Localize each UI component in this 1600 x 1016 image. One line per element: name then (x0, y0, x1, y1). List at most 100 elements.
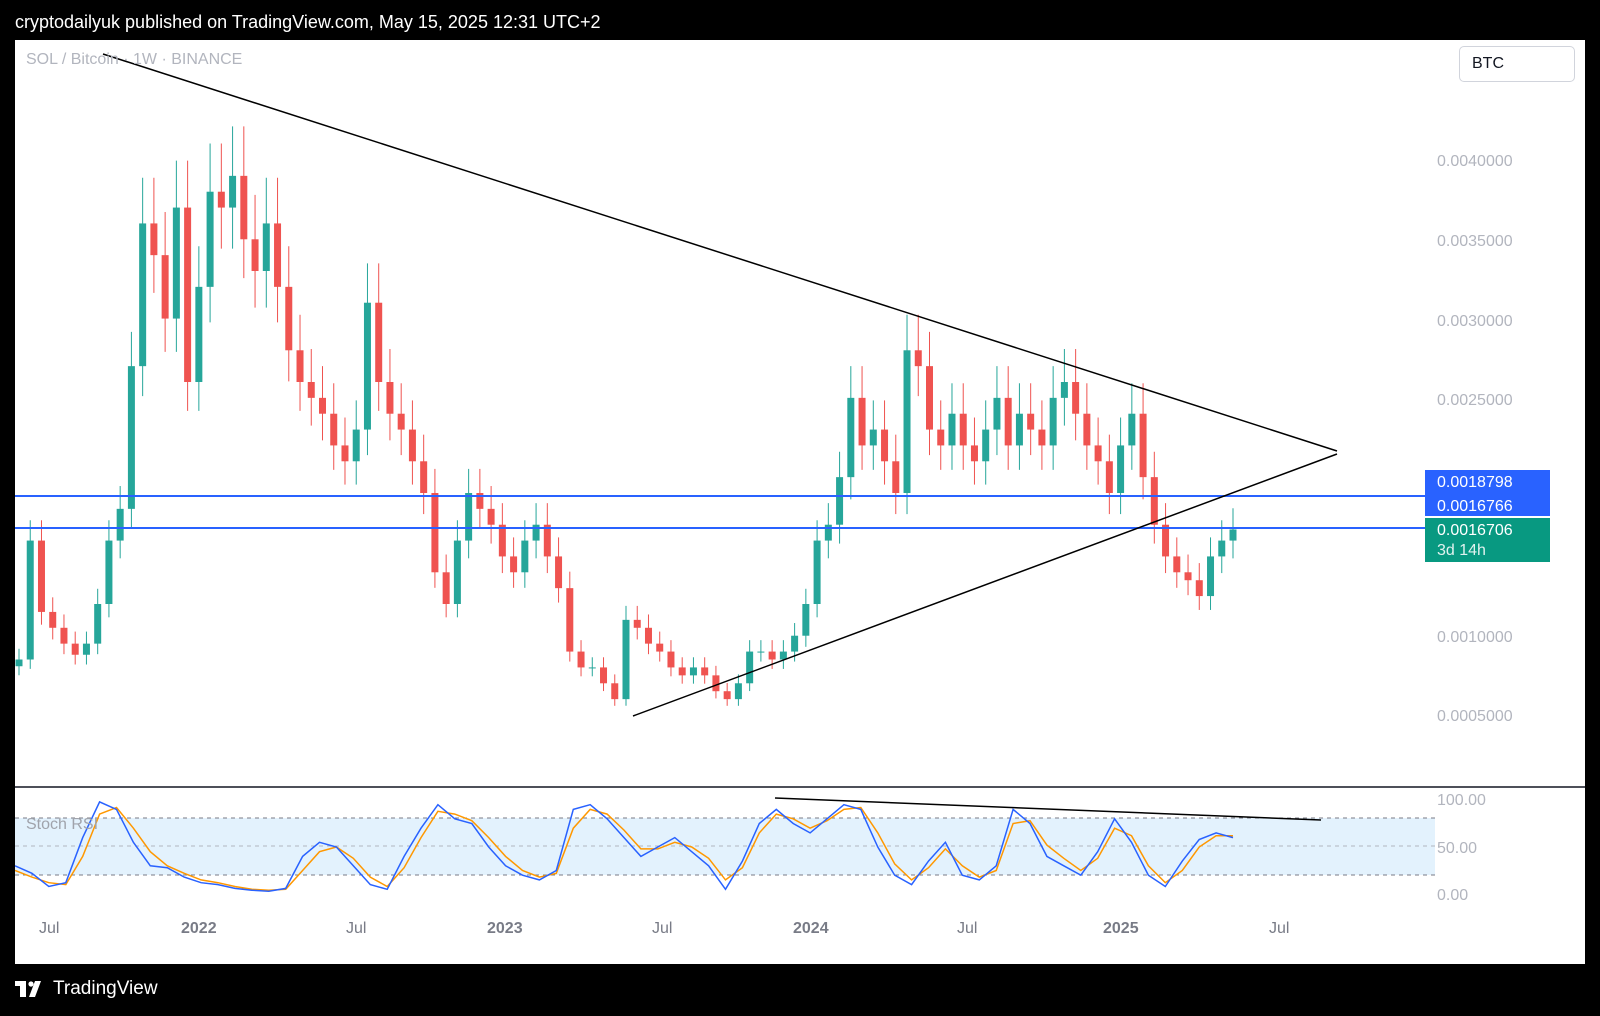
candle-body (723, 691, 731, 700)
candle-body (274, 223, 282, 287)
candle-body (1150, 477, 1158, 525)
candle-body (498, 524, 506, 557)
candle-body (341, 445, 349, 462)
candle-body (330, 413, 338, 446)
time-tick: Jul (346, 920, 366, 937)
candle-body (1207, 556, 1215, 597)
time-tick: Jul (39, 920, 59, 937)
candle-body (1027, 413, 1035, 430)
candle-body (1105, 461, 1113, 493)
candle-body (1128, 413, 1136, 446)
chart-panel[interactable]: 0.0040000 0.0035000 0.0030000 0.0025000 … (15, 40, 1585, 964)
candle-body (60, 627, 68, 644)
candle-body (116, 508, 124, 541)
candle-body (869, 429, 877, 446)
price-tick: 0.0010000 (1437, 629, 1513, 646)
candle-body (689, 667, 697, 676)
candle-body (926, 366, 933, 430)
candle-body (184, 207, 192, 382)
publish-header: cryptodailyuk published on TradingView.c… (0, 0, 1600, 40)
candle-body (217, 191, 225, 208)
candle-body (566, 588, 574, 652)
candle-body (127, 366, 135, 509)
stoch-tick: 0.00 (1437, 887, 1468, 904)
chart-canvas[interactable]: 0.0040000 0.0035000 0.0030000 0.0025000 … (15, 40, 1585, 964)
candle-body (734, 683, 742, 700)
candle-body (262, 223, 270, 271)
candle-body (532, 524, 540, 541)
candle-body (970, 445, 978, 462)
candle-body (746, 651, 754, 684)
candle-body (521, 540, 529, 573)
candle-body (824, 524, 832, 541)
candle-body (352, 429, 360, 462)
time-axis[interactable]: Jul 2022 Jul 2023 Jul 2024 Jul 2025 Jul (39, 920, 1289, 937)
stoch-divergence-line[interactable] (774, 797, 1322, 821)
candle-body (644, 627, 652, 644)
candle-body (431, 493, 439, 573)
candle-body (1072, 382, 1080, 414)
candle-body (701, 667, 709, 676)
stoch-band (15, 818, 1435, 875)
current-price-label: 0.0016706 (1437, 522, 1513, 539)
candle-body (779, 651, 787, 660)
trendline-upper[interactable] (102, 53, 1338, 452)
current-price-bg (1425, 518, 1550, 562)
candle-body (1049, 397, 1057, 446)
currency-selector[interactable]: BTC (1459, 46, 1575, 82)
stoch-k-line (15, 800, 1234, 892)
candle-body (791, 635, 799, 652)
stoch-d-line (15, 806, 1233, 891)
time-tick: Jul (957, 920, 977, 937)
candle-body (510, 556, 518, 573)
candle-body (82, 643, 90, 655)
publish-info: cryptodailyuk published on TradingView.c… (15, 12, 601, 32)
trendline-lower[interactable] (632, 453, 1338, 717)
candle-body (611, 683, 619, 700)
stoch-tick: 100.00 (1437, 792, 1486, 809)
stoch-axis[interactable]: 100.00 50.00 0.00 (1437, 792, 1486, 904)
candle-body (1094, 445, 1102, 462)
tradingview-wordmark: TradingView (53, 978, 158, 999)
candle-body (37, 540, 45, 612)
candle-body (836, 477, 844, 525)
candle-body (172, 207, 180, 319)
candle-body (105, 540, 113, 604)
candle-body (937, 429, 945, 446)
candle-body (15, 659, 23, 667)
price-tick: 0.0025000 (1437, 392, 1513, 409)
candle-body (94, 604, 102, 644)
candle-body (622, 619, 630, 700)
candle-body (161, 255, 169, 319)
time-tick: 2024 (793, 920, 829, 937)
candle-body (49, 611, 57, 628)
tradingview-logo[interactable]: TradingView (15, 978, 158, 1000)
candle-body (1218, 540, 1226, 557)
tradingview-icon (15, 981, 41, 997)
candle-body (240, 175, 248, 240)
candle-body (26, 540, 34, 660)
candle-body (802, 604, 810, 636)
candle-body (465, 493, 473, 541)
price-label-bg (1425, 470, 1550, 516)
price-axis[interactable]: 0.0040000 0.0035000 0.0030000 0.0025000 … (1437, 153, 1513, 725)
candle-body (195, 286, 203, 382)
candle-body (555, 556, 563, 589)
symbol-title[interactable]: SOL / Bitcoin · 1W · BINANCE (26, 51, 243, 68)
candle-body (1117, 445, 1125, 493)
bar-countdown: 3d 14h (1437, 542, 1486, 559)
candle-body (375, 302, 383, 382)
candle-body (420, 461, 428, 493)
stoch-tick: 50.00 (1437, 840, 1477, 857)
candle-body (363, 302, 371, 430)
indicator-title[interactable]: Stoch RSI (26, 816, 99, 833)
candle-body (206, 191, 214, 287)
candle-body (307, 382, 315, 398)
candle-body (1060, 382, 1068, 398)
candle-body (150, 223, 158, 256)
candle-body (319, 397, 326, 414)
candle-body (1015, 413, 1023, 446)
candle-body (712, 675, 720, 692)
candle-body (914, 350, 922, 367)
candle-body (1184, 572, 1192, 581)
